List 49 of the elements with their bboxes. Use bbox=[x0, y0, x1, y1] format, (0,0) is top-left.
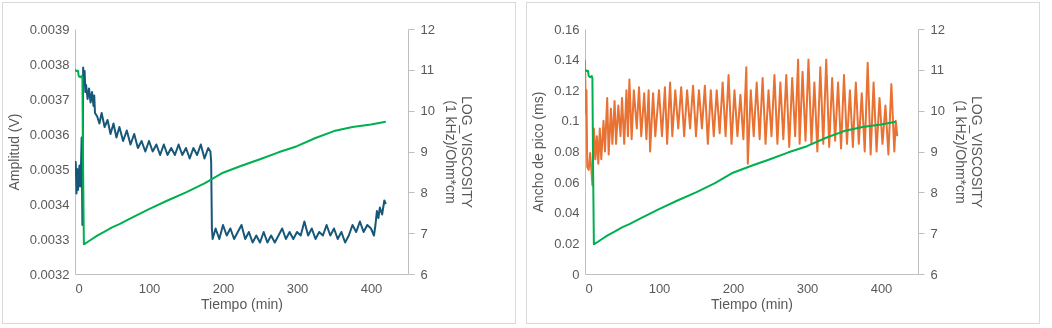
y2-tick-label: 8 bbox=[420, 184, 428, 200]
y2-tick-label: 8 bbox=[930, 184, 938, 200]
x-tick-label: 200 bbox=[212, 280, 235, 296]
y-tick-label: 0.0034 bbox=[29, 196, 70, 212]
x-axis-title: Tiempo (min) bbox=[201, 295, 283, 312]
y2-tick-label: 11 bbox=[930, 62, 944, 78]
y2-tick-label: 10 bbox=[930, 103, 945, 119]
y-tick-label: 0.08 bbox=[554, 144, 580, 159]
x-tick-label: 300 bbox=[286, 280, 309, 296]
x-tick-label: 200 bbox=[722, 280, 745, 296]
y2-tick-label: 6 bbox=[930, 266, 938, 282]
y-tick-label: 0.06 bbox=[554, 174, 580, 190]
y-tick-label: 0.02 bbox=[554, 235, 580, 251]
line-series bbox=[585, 58, 899, 187]
x-axis-title: Tiempo (min) bbox=[711, 295, 793, 312]
y2-tick-label: 7 bbox=[930, 225, 938, 241]
y-tick-label: 0.12 bbox=[554, 82, 580, 98]
y2-axis-title: LOG_VISCOSITY (1 kHz)/Ohm*cm bbox=[442, 95, 475, 209]
y2-tick-label: 6 bbox=[420, 266, 428, 282]
y-tick-label: 0.16 bbox=[554, 21, 580, 37]
x-tick-label: 400 bbox=[360, 280, 383, 296]
y-tick-label: 0.0039 bbox=[29, 21, 70, 37]
x-tick-label: 400 bbox=[870, 280, 893, 296]
x-tick-label: 300 bbox=[796, 280, 819, 296]
y-tick-label: 0.0032 bbox=[29, 266, 70, 282]
y2-axis-title: LOG_VISCOSITY (1 kHz)/Ohm*cm bbox=[952, 95, 985, 209]
y-tick-label: 0.0037 bbox=[29, 91, 70, 107]
y2-tick-label: 11 bbox=[420, 62, 434, 78]
y-axis-title: Amplitud (V) bbox=[5, 113, 22, 191]
x-tick-label: 100 bbox=[648, 280, 671, 296]
y-tick-label: 0 bbox=[572, 266, 580, 282]
y-tick-label: 0.0036 bbox=[29, 126, 70, 142]
y2-tick-label: 12 bbox=[930, 21, 945, 37]
y-tick-label: 0.14 bbox=[554, 52, 580, 68]
y2-tick-label: 10 bbox=[420, 103, 435, 119]
y-axis-title: Ancho de pico (ms) bbox=[530, 91, 547, 213]
x-tick-label: 0 bbox=[585, 280, 593, 296]
y-tick-label: 0.04 bbox=[554, 205, 580, 221]
y-tick-label: 0.0038 bbox=[29, 56, 70, 72]
y-tick-label: 0.1 bbox=[561, 113, 580, 129]
y2-tick-label: 9 bbox=[930, 144, 938, 159]
y2-tick-label: 7 bbox=[420, 225, 428, 241]
y2-tick-label: 12 bbox=[420, 21, 435, 37]
x-tick-label: 0 bbox=[75, 280, 83, 296]
y2-tick-label: 9 bbox=[420, 144, 428, 159]
line-series bbox=[585, 68, 897, 246]
y-tick-label: 0.0033 bbox=[29, 231, 70, 247]
y-tick-label: 0.0035 bbox=[29, 161, 70, 177]
x-tick-label: 100 bbox=[138, 280, 161, 296]
